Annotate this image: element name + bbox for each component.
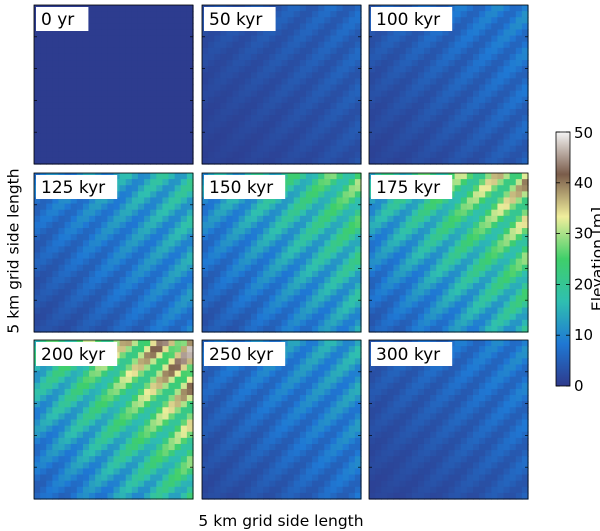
panel-frame: [33, 339, 194, 500]
panel-label-background: [204, 175, 286, 199]
panel-frame: [368, 4, 529, 165]
panel-label-background: [36, 175, 118, 199]
colorbar-tick-label: 30: [574, 225, 593, 243]
panel-grid: 0 yr 50 kyr 100 kyr 125 kyr 150 kyr 175 kyr 20…: [33, 4, 529, 500]
panel-frame: [201, 172, 362, 333]
panel-label-background: [371, 342, 453, 366]
panel-label-background: [371, 175, 453, 199]
panel-label: 300 kyr: [376, 345, 440, 365]
colorbar-tick-label: 10: [574, 326, 593, 344]
panel-label: 0 yr: [41, 10, 74, 30]
panel-label-background: [36, 342, 118, 366]
elevation-panel: 100 kyr: [368, 4, 529, 165]
panel-label-background: [204, 7, 276, 31]
elevation-panel: 200 kyr: [33, 339, 194, 500]
colorbar-tick-label: 50: [574, 124, 593, 142]
elevation-panel: 0 yr: [33, 4, 194, 165]
colorbar: 0 10 20 30 40 50 Elevation [m]: [555, 124, 600, 395]
panel-label: 125 kyr: [41, 178, 105, 198]
panel-frame: [33, 172, 194, 333]
panel-label-background: [36, 7, 89, 31]
panel-frame: [201, 339, 362, 500]
panel-label-background: [371, 7, 453, 31]
panel-label: 250 kyr: [209, 345, 273, 365]
panel-frame: [368, 172, 529, 333]
elevation-panel: 125 kyr: [33, 172, 194, 333]
elevation-panel: 175 kyr: [368, 172, 529, 333]
elevation-panel: 50 kyr: [201, 4, 362, 165]
elevation-panel: 150 kyr: [201, 172, 362, 333]
panel-frame: [368, 339, 529, 500]
panel-label: 200 kyr: [41, 345, 105, 365]
colorbar-gradient: [555, 131, 571, 387]
colorbar-tick-label: 0: [574, 377, 584, 395]
colorbar-label: Elevation [m]: [589, 207, 600, 311]
panel-label: 50 kyr: [209, 10, 262, 30]
panel-label: 100 kyr: [376, 10, 440, 30]
panel-frame: [33, 4, 194, 165]
panel-label: 150 kyr: [209, 178, 273, 198]
elevation-panel: 300 kyr: [368, 339, 529, 500]
panel-label: 175 kyr: [376, 178, 440, 198]
colorbar-tick-label: 40: [574, 174, 593, 192]
colorbar-tick-label: 20: [574, 275, 593, 293]
panel-frame: [201, 4, 362, 165]
x-axis-label: 5 km grid side length: [198, 512, 363, 530]
elevation-panel: 250 kyr: [201, 339, 362, 500]
panel-label-background: [204, 342, 286, 366]
y-axis-label: 5 km grid side length: [5, 168, 23, 333]
